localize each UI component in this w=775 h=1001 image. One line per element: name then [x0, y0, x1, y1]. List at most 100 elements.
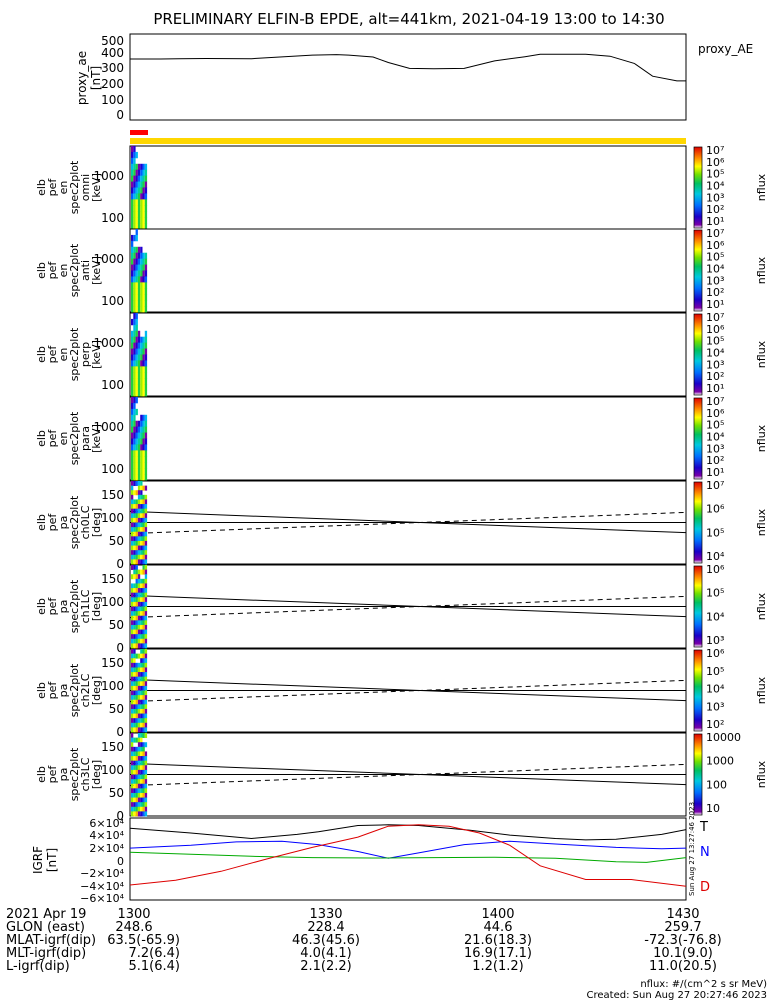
pa_ch3-spectrogram-cell — [131, 737, 134, 743]
col-1300: 248.6 — [115, 920, 153, 935]
pa_ch2-spectrogram-cell — [140, 690, 143, 696]
pa_ch0-spectrogram-cell — [137, 490, 141, 496]
pa_ch2-spectrogram-cell — [133, 662, 136, 668]
pa_ch3-spectrogram-cell — [135, 802, 138, 808]
energy_omni-spectrogram-cell — [142, 181, 145, 188]
pa_ch1-spectrogram-cell — [140, 597, 143, 603]
pa_ch1-spectrogram-cell — [144, 583, 148, 589]
pa_ch1-spectrogram-cell — [140, 620, 143, 626]
energy_omni-spectrogram-cell — [140, 211, 143, 218]
pa_ch0-spectrogram-cell — [142, 527, 145, 533]
pa_ch3-spectrogram-cell — [133, 802, 136, 808]
energy_para-spectrogram-cell — [137, 426, 141, 433]
energy_omni-spectrogram-cell — [140, 187, 143, 194]
energy_perp-spectrogram-cell — [133, 378, 136, 385]
pa_ch3-spectrogram-cell — [133, 806, 136, 812]
energy_anti-spectrogram-cell — [137, 276, 141, 283]
pa_ch3-spectrogram-cell — [133, 779, 136, 785]
energy_omni-colorbar-label: nflux — [755, 173, 768, 201]
pa_ch1-spectrogram-cells — [131, 565, 148, 649]
pa_ch1-spectrogram-cell — [135, 606, 138, 612]
pa_ch2-spectrogram-cell — [140, 672, 143, 678]
pa_ch2-spectrogram-cell — [135, 695, 138, 701]
pa_ch1-spectrogram-cell — [144, 606, 148, 612]
energy_omni-spectrogram-cell — [133, 217, 136, 224]
energy_anti-spectrogram-cell — [142, 252, 145, 260]
row-label: GLON (east) — [6, 920, 85, 935]
energy_para-spectrogram-cell — [135, 462, 138, 469]
energy_para-spectrogram-cell — [131, 402, 134, 410]
pa_ch2-spectrogram-cell — [142, 653, 145, 659]
energy_para-spectrogram-cell — [133, 468, 136, 475]
col-1300: 63.5(-65.9) — [107, 933, 180, 948]
pa_ch1-spectrogram-cell — [135, 615, 138, 621]
pa_ch0-ytick: 150 — [101, 488, 124, 502]
pa_ch1-spectrogram-cell — [142, 601, 145, 607]
pa_ch1-spectrogram-cell — [140, 588, 143, 594]
pa_ch1-spectrogram-cell — [131, 601, 134, 607]
pa_ch3-spectrogram-cell — [131, 769, 134, 775]
pa_ch1-spectrogram-cell — [144, 601, 148, 607]
pa_ch3-spectrogram-cell — [144, 806, 148, 812]
energy_para-spectrogram-cell — [142, 462, 145, 469]
energy_anti-spectrogram-cell — [135, 229, 138, 236]
energy_omni-frame — [129, 145, 687, 230]
energy_para-spectrogram-cell — [140, 432, 143, 439]
pa_ch0-spectrogram-cell — [140, 481, 143, 487]
pa_ch3-spectrogram-cell — [133, 774, 136, 780]
pa_ch1-spectrogram-cell — [133, 629, 136, 635]
energy_anti-spectrogram-cell — [131, 246, 134, 254]
energy_omni-spectrogram-cell — [135, 199, 138, 206]
energy_perp-ytick: 100 — [101, 378, 124, 392]
pa_ch1-spectrogram-cell — [137, 624, 141, 630]
ephemeris-table: 2021 Apr 19 1300 1330 1400 1430 GLON (ea… — [0, 908, 775, 1001]
energy_perp-colorbar-label: nflux — [755, 340, 768, 368]
energy_omni-spectrogram-cell — [144, 193, 148, 200]
pa_ch0-spectrogram-cell — [135, 504, 138, 510]
pa_ch0-spectrogram-cell — [142, 554, 145, 560]
pa_ch1-spectrogram-cell — [133, 583, 136, 589]
pa_ch2-spectrogram-cell — [135, 685, 138, 691]
pa_ch2-spectrogram-cell — [142, 649, 145, 655]
energy_para-spectrogram-cell — [135, 397, 138, 404]
energy_anti-spectrogram-cell — [131, 306, 134, 313]
pa_ch3-spectrogram-cell — [140, 792, 143, 798]
pa_ch3-spectrogram-cell — [142, 733, 145, 739]
energy_omni-spectrogram-cell — [131, 169, 134, 177]
pa_ch2-spectrogram-cell — [133, 649, 136, 655]
energy_para-colorbar-tick: 10² — [706, 454, 724, 467]
energy_omni-spectrogram-cell — [144, 163, 148, 171]
energy_anti-spectrogram-cell — [140, 288, 143, 295]
col-1330: 46.3(45.6) — [291, 933, 361, 948]
pa_ch3-colorbar-tick: 100 — [706, 778, 727, 791]
energy_anti-spectrogram-cell — [131, 252, 134, 260]
pa_ch1-yticks: 150 100 50 0 — [101, 572, 124, 655]
pa_ch1-spectrogram-cell — [142, 624, 145, 630]
pa_ch0-spectrogram-cell — [142, 517, 145, 523]
pa_ch2-spectrogram-cell — [133, 699, 136, 705]
pa_ch2-colorbar-label: nflux — [755, 676, 768, 704]
pa_ch1-spectrogram-cell — [137, 592, 141, 598]
pa_ch3-spectrogram-cell — [140, 737, 143, 743]
energy_para-ylabel-line: para — [79, 426, 92, 451]
energy_para-spectrogram-cell — [135, 444, 138, 451]
pa_ch0-ytick: 0 — [116, 557, 124, 571]
energy_anti-spectrogram-cell — [142, 294, 145, 301]
pa_ch1-ylabel-line: elb — [35, 598, 48, 615]
col-1300: 5.1(6.4) — [128, 959, 181, 974]
energy_omni-spectrogram-cell — [140, 205, 143, 212]
energy_anti-colorbar-tick: 10² — [706, 286, 724, 299]
energy_omni-colorbar-tick: 10² — [706, 203, 724, 216]
energy_omni-ylabel-line: en — [57, 181, 70, 195]
energy_para-spectrogram-cell — [142, 432, 145, 439]
page-title: PRELIMINARY ELFIN-B EPDE, alt=441km, 202… — [153, 10, 664, 28]
pa_ch1-spectrogram-cell — [144, 578, 148, 584]
pa_ch1-spectrogram-cell — [142, 615, 145, 621]
pa_ch1-panel: elbpefpaspec2plotch1LC[deg]15010050010⁶1… — [35, 563, 768, 655]
pa_ch3-spectrogram-cell — [142, 769, 145, 775]
energy_para-spectrogram-cell — [144, 468, 148, 475]
energy_para-spectrogram-cell — [144, 450, 148, 457]
energy_perp-colorbar-tick: 10⁵ — [706, 335, 724, 348]
energy_para-spectrogram-cell — [133, 444, 136, 451]
